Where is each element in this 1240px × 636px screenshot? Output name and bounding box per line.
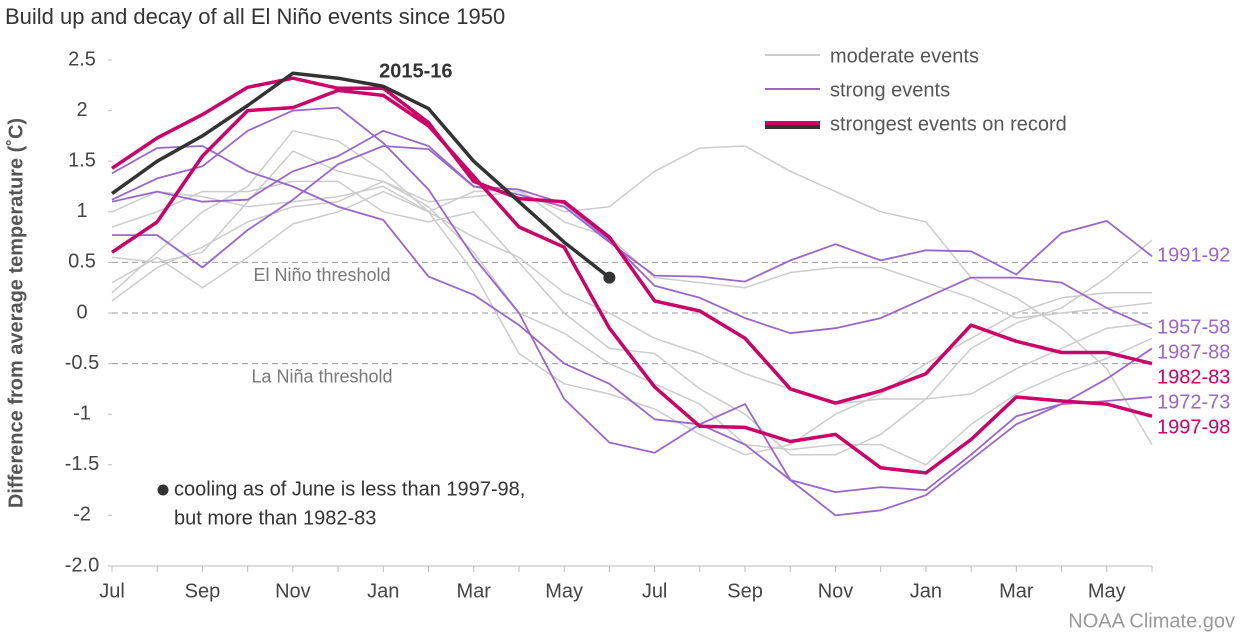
series-label: 1972-73 [1157,391,1230,413]
x-tick-label: Mar [999,580,1034,602]
series-label: 1991-92 [1157,245,1230,267]
x-tick-label: May [1088,580,1126,602]
x-tick-label: Jan [367,580,399,602]
series-line [111,145,1153,445]
x-tick-label: Sep [727,580,763,602]
legend-label: strong events [830,79,950,101]
series-label: 1987-88 [1157,341,1230,363]
y-tick-label: -2 [73,504,91,526]
series-line [111,145,1153,493]
y-tick-label: 2.5 [68,48,96,70]
x-tick-label: Jan [910,580,942,602]
series-line [111,190,1153,405]
x-tick-label: Jul [642,580,668,602]
y-tick-label: 1.5 [68,149,96,171]
series-line [111,150,1153,466]
x-tick-label: Nov [275,580,311,602]
y-tick-label: -2.0 [65,554,99,576]
reference-label: El Niño threshold [253,265,390,285]
y-axis-label: Difference from average temperature (˚C) [4,118,27,508]
reference-label: La Niña threshold [251,366,392,386]
series-label: 1997-98 [1157,416,1230,438]
series-label: 2015-16 [379,60,452,82]
annotation-dot [157,484,169,496]
legend-label: strongest events on record [830,113,1067,135]
end-marker [603,271,616,284]
series-line [111,185,1153,319]
chart-title: Build up and decay of all El Niño events… [5,4,505,29]
x-tick-label: Nov [818,580,854,602]
series-line [111,106,1153,517]
series-line [112,145,1153,283]
y-tick-label: 2 [76,99,87,121]
y-tick-label: 1 [76,200,87,222]
y-tick-label: -1 [73,402,91,424]
x-tick-label: Mar [457,580,492,602]
annotation: cooling as of June is less than 1997-98, [174,478,525,500]
series-line [110,71,611,279]
y-tick-label: -1.5 [65,453,99,475]
legend-label: moderate events [830,45,979,67]
y-tick-label: 0.5 [68,251,96,273]
x-tick-label: Sep [185,580,221,602]
annotation: but more than 1982-83 [174,507,376,529]
series-line [111,129,1153,335]
series-line [111,88,1153,475]
y-tick-label: 0 [76,301,87,323]
y-tick-label: -0.5 [65,352,99,374]
x-tick-label: Jul [99,580,125,602]
x-tick-label: May [545,580,583,602]
series-label: 1957-58 [1157,316,1230,338]
source: NOAA Climate.gov [1068,610,1235,632]
series-label: 1982-83 [1157,366,1230,388]
